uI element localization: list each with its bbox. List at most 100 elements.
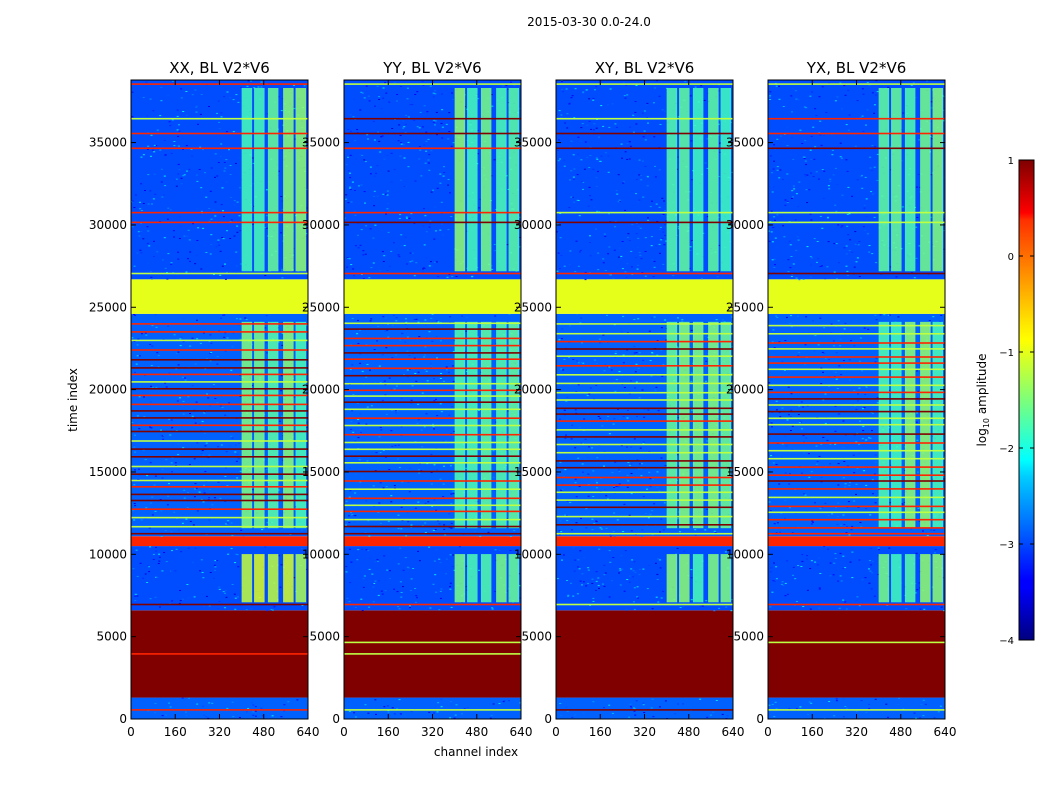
- stripe: [131, 381, 308, 383]
- stripe: [344, 367, 521, 370]
- panel-yx: YX, BL V2*V6 0 160 320 480 640 0 5000 10000 15000…: [726, 59, 957, 739]
- y-tick-label: 15000: [514, 465, 552, 479]
- stripe: [131, 132, 308, 135]
- stripe: [344, 525, 521, 528]
- time-band: [768, 80, 945, 280]
- stripe: [768, 391, 945, 394]
- stripe: [344, 510, 521, 513]
- x-tick-label: 480: [252, 725, 275, 739]
- stripe: [344, 328, 521, 330]
- panel-yy: YY, BL V2*V6 0 160 320 480 640 0 5000 10000 15000…: [302, 59, 533, 739]
- stripe: [131, 117, 308, 120]
- colorbar-tick-label: −2: [999, 444, 1014, 455]
- stripe: [768, 348, 945, 350]
- time-band: [556, 313, 733, 537]
- stripe: [768, 324, 945, 327]
- stripe: [556, 709, 733, 711]
- y-tick-label: 5000: [309, 630, 340, 644]
- stripe: [131, 448, 308, 450]
- stripe: [131, 339, 308, 342]
- colorbar: 10−1−2−3−4 log10 amplitude: [975, 156, 1035, 647]
- stripe: [131, 367, 308, 369]
- stripe: [768, 496, 945, 499]
- stripe: [768, 488, 945, 490]
- x-tick-label: 160: [377, 725, 400, 739]
- time-band: [344, 697, 521, 719]
- x-axis-label: channel index: [434, 745, 518, 759]
- figure-title: 2015-03-30 0.0-24.0: [527, 15, 651, 29]
- x-tick-label: 480: [889, 725, 912, 739]
- stripe: [768, 505, 945, 508]
- x-tick-label: 480: [465, 725, 488, 739]
- colorbar-gradient: [1018, 159, 1035, 641]
- time-band: [768, 536, 945, 547]
- stripe: [344, 709, 521, 711]
- y-tick-label: 10000: [514, 547, 552, 561]
- stripe: [131, 493, 308, 496]
- time-band: [768, 546, 945, 611]
- stripe: [344, 603, 521, 606]
- heatmap-image: [344, 80, 521, 719]
- stripe: [556, 211, 733, 214]
- stripe: [131, 147, 308, 150]
- stripe: [768, 527, 945, 529]
- stripe: [344, 344, 521, 347]
- x-tick-label: 640: [722, 725, 745, 739]
- stripe: [131, 440, 308, 442]
- stripe: [768, 362, 945, 364]
- colorbar-tick-label: −3: [999, 540, 1014, 551]
- stripe: [556, 391, 733, 394]
- stripe: [344, 395, 521, 397]
- stripe: [768, 480, 945, 482]
- stripe: [768, 511, 945, 514]
- y-tick-label: 15000: [302, 465, 340, 479]
- stripe: [131, 323, 308, 325]
- y-tick-label: 10000: [302, 547, 340, 561]
- panels: XX, BL V2*V6 0 160 320 480 640 0 5000 10000 15000…: [89, 59, 957, 739]
- y-tick-label: 15000: [89, 465, 127, 479]
- stripe: [556, 532, 733, 535]
- stripe: [556, 436, 733, 438]
- panel-title-yx: YX, BL V2*V6: [806, 59, 907, 77]
- stripe: [131, 465, 308, 468]
- x-tick-label: 0: [552, 725, 560, 739]
- stripe: [768, 641, 945, 644]
- colorbar-tick-label: 0: [1008, 252, 1014, 263]
- y-tick-label: 0: [332, 712, 340, 726]
- stripe: [344, 480, 521, 482]
- stripe: [344, 358, 521, 360]
- stripe: [131, 410, 308, 412]
- time-band: [344, 536, 521, 547]
- y-tick-label: 10000: [726, 547, 764, 561]
- stripe: [556, 272, 733, 275]
- stripe: [131, 430, 308, 433]
- stripe: [131, 388, 308, 390]
- heatmap-image: [556, 80, 733, 719]
- time-band: [344, 279, 521, 314]
- stripe: [131, 516, 308, 519]
- stripe: [556, 117, 733, 120]
- y-tick-label: 0: [544, 712, 552, 726]
- stripe: [344, 462, 521, 464]
- stripe: [344, 653, 521, 655]
- stripe: [768, 384, 945, 387]
- time-band: [131, 279, 308, 314]
- colorbar-tick-label: 1: [1008, 156, 1014, 167]
- stripe: [768, 518, 945, 521]
- stripe: [344, 272, 521, 275]
- stripe: [556, 399, 733, 401]
- time-band: [556, 697, 733, 719]
- stripe: [556, 413, 733, 415]
- stripe: [344, 532, 521, 535]
- stripe: [556, 132, 733, 135]
- x-tick-label: 320: [633, 725, 656, 739]
- stripe: [768, 457, 945, 460]
- y-tick-label: 25000: [514, 300, 552, 314]
- x-tick-label: 0: [340, 725, 348, 739]
- stripe: [556, 484, 733, 486]
- time-band: [556, 536, 733, 547]
- y-tick-label: 15000: [726, 465, 764, 479]
- stripe: [131, 499, 308, 502]
- y-tick-label: 35000: [89, 136, 127, 150]
- colorbar-label-prefix: log: [975, 428, 989, 446]
